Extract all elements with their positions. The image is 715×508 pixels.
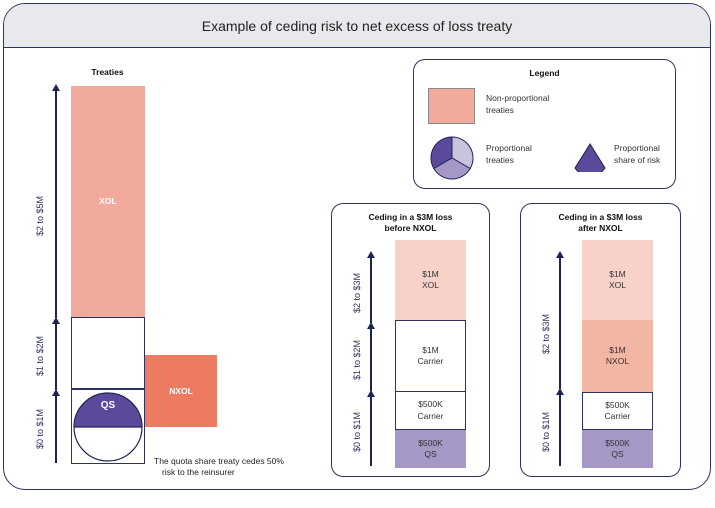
after-title-line1: Ceding in a $3M loss [558,212,643,222]
before-axis-line-mid [370,328,372,391]
before-box-carrier-1m-name: Carrier [417,356,444,366]
axis-label-2-to-5m: $2 to $5M [35,195,45,237]
after-axis-label-0-to-1m: $0 to $1M [541,411,551,453]
before-box-xol: $1M XOL [395,240,466,320]
before-axis-line-top [370,257,372,323]
note-line-2: risk to the reinsurer [162,467,235,478]
before-title-line1: Ceding in a $3M loss [368,212,453,222]
arrow-head-mid [52,317,60,324]
after-axis-line-low [559,394,561,466]
after-panel-title: Ceding in a $3M loss after NXOL [521,212,680,235]
xol-bar [71,86,145,317]
after-box-nxol-amount: $1M [609,344,626,355]
xol-label: XOL [99,196,117,206]
before-axis-label-2-to-3m: $2 to $3M [352,272,362,314]
before-nxol-panel: Ceding in a $3M loss before NXOL $2 to $… [331,203,490,477]
before-box-qs-name: QS [424,449,437,459]
after-box-qs-name: QS [611,449,624,459]
legend-non-proportional-swatch [428,88,475,124]
axis-line-low [55,395,57,463]
before-arrow-head-low [367,390,375,397]
diagram-frame: Example of ceding risk to net excess of … [3,3,711,490]
after-box-nxol-name: NXOL [605,356,630,366]
before-box-carrier-500k: $500K Carrier [395,392,466,430]
after-box-qs: $500K QS [582,430,653,468]
after-arrow-head-top [556,251,564,258]
arrow-head-top [52,84,60,91]
after-arrow-head-low [556,388,564,395]
qs-label: QS [100,400,116,411]
axis-label-1-to-2m: $1 to $2M [35,335,45,377]
after-box-xol-amount: $1M [609,268,626,279]
carrier-retention-box [71,317,145,389]
legend-proportional-text: Proportional treaties [486,143,532,167]
axis-line-top [55,90,57,318]
axis-label-0-to-1m: $0 to $1M [35,408,45,450]
before-box-xol-name: XOL [421,280,439,290]
nxol-label: NXOL [169,386,193,396]
after-box-carrier-500k-name: Carrier [604,411,631,421]
before-title-line2: before NXOL [384,223,437,234]
legend-panel: Legend Non-proportional treaties Proport… [413,59,676,189]
after-box-carrier-500k-amount: $500K [605,399,630,410]
legend-proportional-pie-icon [430,136,474,180]
quota-share-note: The quota share treaty cedes 50% risk to… [154,456,324,479]
before-box-xol-amount: $1M [422,268,439,279]
axis-line-mid [55,323,57,390]
after-box-qs-amount: $500K [605,437,630,448]
after-nxol-panel: Ceding in a $3M loss after NXOL $2 to $3… [520,203,681,477]
legend-heading: Legend [529,68,560,78]
legend-proportional-line2: treaties [486,154,514,165]
before-axis-label-1-to-2m: $1 to $2M [352,339,362,381]
after-axis-line-top [559,257,561,389]
legend-share-line1: Proportional [614,143,660,153]
before-panel-title: Ceding in a $3M loss before NXOL [332,212,489,235]
legend-share-line2: share of risk [614,154,661,165]
before-box-carrier-500k-amount: $500K [418,399,443,410]
before-box-carrier-500k-name: Carrier [417,410,444,421]
legend-non-proportional-text: Non-proportional treaties [486,93,549,117]
page-title: Example of ceding risk to net excess of … [4,4,710,48]
legend-share-text: Proportional share of risk [614,143,660,167]
after-box-nxol: $1M NXOL [582,320,653,392]
legend-proportional-line1: Proportional [486,143,532,153]
before-box-carrier-1m-amount: $1M [422,344,439,355]
after-axis-label-2-to-3m: $2 to $3M [541,313,551,355]
legend-share-wedge-icon [574,143,606,172]
before-axis-line-low [370,396,372,466]
before-box-carrier-1m: $1M Carrier [395,320,466,392]
after-box-carrier-500k: $500K Carrier [582,392,653,430]
before-box-qs: $500K QS [395,430,466,468]
after-title-line2: after NXOL [578,223,623,234]
treaties-heading: Treaties [91,67,124,77]
legend-non-proportional-line1: Non-proportional [486,93,550,103]
before-arrow-head-top [367,251,375,258]
qs-circle [73,392,143,462]
note-line-1: The quota share treaty cedes 50% [154,456,284,466]
after-box-xol-name: XOL [608,280,626,290]
before-axis-label-0-to-1m: $0 to $1M [352,411,362,453]
before-arrow-head-mid [367,322,375,329]
arrow-head-low [52,389,60,396]
after-box-xol: $1M XOL [582,240,653,320]
legend-non-proportional-line2: treaties [486,104,514,115]
nxol-box [145,355,217,427]
before-box-qs-amount: $500K [418,437,443,448]
